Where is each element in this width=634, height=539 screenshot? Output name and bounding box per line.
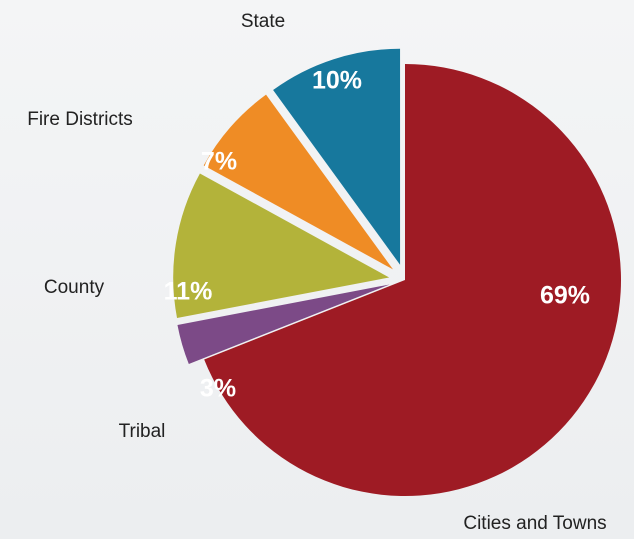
value-label: 7% <box>201 148 237 176</box>
pie-slice <box>177 284 390 364</box>
value-label: 10% <box>312 67 362 95</box>
value-label: 11% <box>164 278 213 306</box>
pie-slice <box>173 173 390 318</box>
slice-label: State <box>241 11 285 32</box>
slice-label: Tribal <box>119 421 166 442</box>
pie-slice <box>204 64 622 496</box>
slice-label: Fire Districts <box>27 109 133 130</box>
slice-label: County <box>44 277 105 298</box>
pie-slice <box>273 48 401 265</box>
slice-label: Cities and Towns <box>463 513 606 534</box>
value-label: 3% <box>200 375 236 403</box>
pie-slice <box>203 94 393 270</box>
value-label: 69% <box>540 282 590 310</box>
